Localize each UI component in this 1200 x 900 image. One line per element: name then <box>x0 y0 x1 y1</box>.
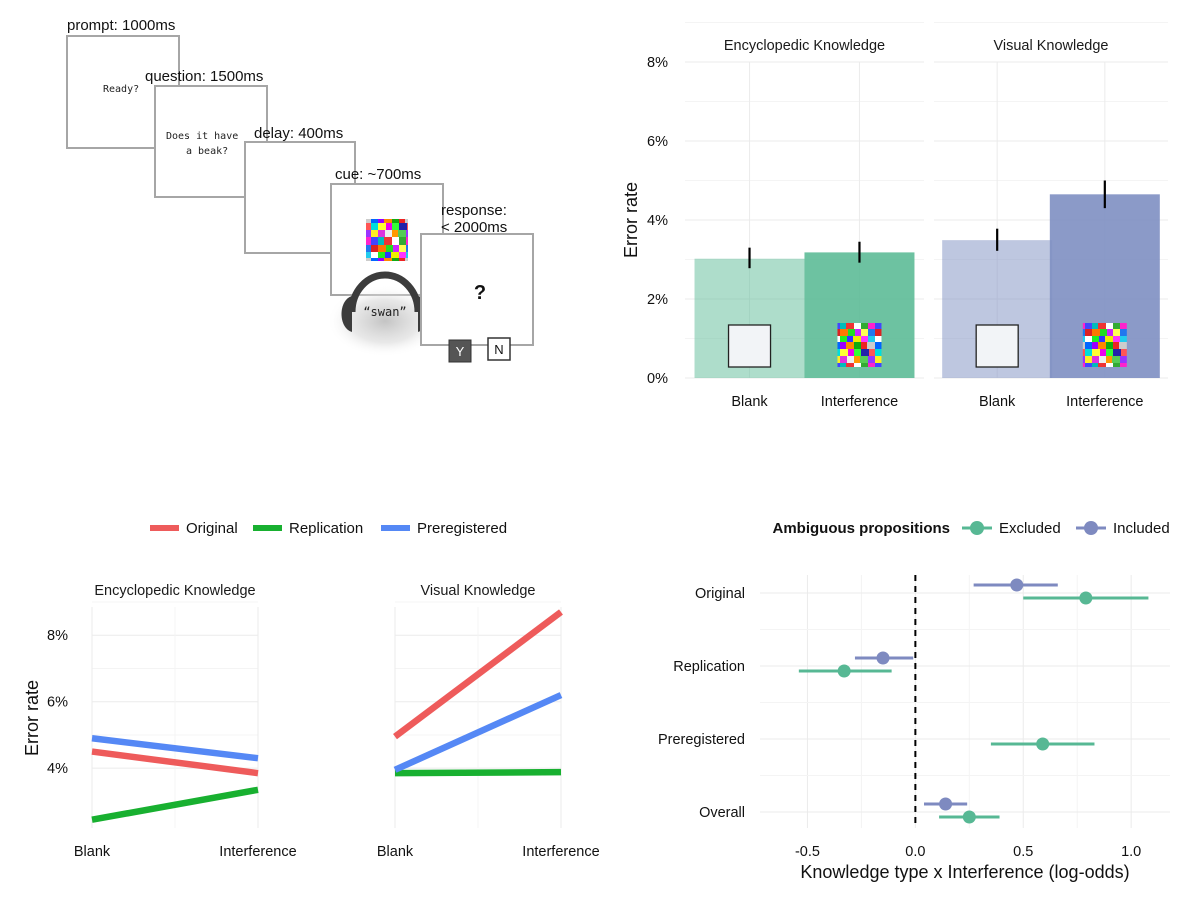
estimate-point <box>1010 578 1024 592</box>
blank-stimulus-icon <box>975 324 1019 368</box>
series-line-replication <box>394 768 562 777</box>
y-tick-label: 6% <box>647 134 668 150</box>
response-frame: response: < 2000ms ? Y N <box>420 202 534 363</box>
yes-key: Y <box>448 339 472 363</box>
forest-plot-panel: Ambiguous propositions Excluded Included Or… <box>658 520 1170 882</box>
question-text-line1: Does it have <box>166 131 238 142</box>
series-line-preregistered <box>393 692 563 773</box>
estimate-point <box>939 797 953 811</box>
y-axis-title: Error rate <box>621 182 641 258</box>
no-key-label: N <box>494 342 503 357</box>
noise-stimulus-icon <box>1082 323 1127 367</box>
x-axis-title: Knowledge type x Interference (log-odds) <box>800 862 1129 882</box>
estimate-point <box>876 651 890 665</box>
response-label-line1: response: <box>441 202 507 219</box>
series-line-preregistered <box>91 735 259 762</box>
y-tick-label: 0% <box>647 371 668 387</box>
legend-swatch-point <box>970 521 984 535</box>
x-tick-label: 0.5 <box>1013 844 1033 860</box>
facet-title: Visual Knowledge <box>993 38 1108 54</box>
legend-label: Included <box>1113 520 1170 537</box>
legend-label: Replication <box>289 520 363 537</box>
x-tick-label: Blank <box>377 844 414 860</box>
cue-label: cue: ~700ms <box>335 166 421 183</box>
delay-label: delay: 400ms <box>254 125 343 142</box>
estimate-point <box>962 810 976 824</box>
x-tick-label: Interference <box>219 844 296 860</box>
y-tick-label: Original <box>695 586 745 602</box>
x-tick-label: Interference <box>821 394 898 410</box>
estimate-point <box>837 664 851 678</box>
y-tick-label: 4% <box>647 213 668 229</box>
legend-label: Preregistered <box>417 520 507 537</box>
line-chart-panel: Original Replication Preregistered Encyclop… <box>22 520 600 860</box>
facet-title: Encyclopedic Knowledge <box>94 583 255 599</box>
series-line-original <box>91 748 259 777</box>
y-tick-label: Replication <box>673 659 745 675</box>
estimate-point <box>1036 737 1050 751</box>
y-tick-label: 4% <box>47 761 68 777</box>
prompt-label: prompt: 1000ms <box>67 17 175 34</box>
noise-stimulus-icon <box>837 323 882 367</box>
question-label: question: 1500ms <box>145 68 263 85</box>
x-tick-label: Interference <box>1066 394 1143 410</box>
legend-title: Ambiguous propositions <box>773 520 951 537</box>
x-tick-label: Interference <box>522 844 599 860</box>
yes-key-label: Y <box>456 344 465 359</box>
bar-chart-panel: Encyclopedic Knowledge Blank Interference V… <box>621 22 1168 410</box>
x-tick-label: Blank <box>979 394 1016 410</box>
y-axis-title: Error rate <box>22 680 42 756</box>
x-tick-label: Blank <box>731 394 768 410</box>
legend-swatch-point <box>1084 521 1098 535</box>
y-tick-label: 2% <box>647 292 668 308</box>
x-tick-label: 0.0 <box>905 844 925 860</box>
facet-title: Visual Knowledge <box>420 583 535 599</box>
y-tick-label: 8% <box>47 628 68 644</box>
trial-schematic: prompt: 1000ms Ready? question: 1500ms D… <box>66 17 534 363</box>
estimate-point <box>1079 591 1093 605</box>
x-tick-label: -0.5 <box>795 844 820 860</box>
y-tick-label: 6% <box>47 695 68 711</box>
audio-word: “swan” <box>363 305 406 319</box>
question-text-line2: a beak? <box>186 146 228 157</box>
prompt-text: Ready? <box>103 84 139 95</box>
y-tick-label: 8% <box>647 55 668 71</box>
noise-mask-image <box>366 219 408 261</box>
x-tick-label: Blank <box>74 844 111 860</box>
facet-title: Encyclopedic Knowledge <box>724 38 885 54</box>
response-label-line2: < 2000ms <box>441 219 507 236</box>
series-line-original <box>393 609 563 740</box>
no-key: N <box>487 337 511 361</box>
response-symbol: ? <box>474 282 486 304</box>
legend-label: Excluded <box>999 520 1061 537</box>
series-line-replication <box>91 786 259 823</box>
legend-label: Original <box>186 520 238 537</box>
x-tick-label: 1.0 <box>1121 844 1141 860</box>
y-tick-label: Preregistered <box>658 732 745 748</box>
blank-stimulus-icon <box>727 324 772 368</box>
y-tick-label: Overall <box>699 805 745 821</box>
